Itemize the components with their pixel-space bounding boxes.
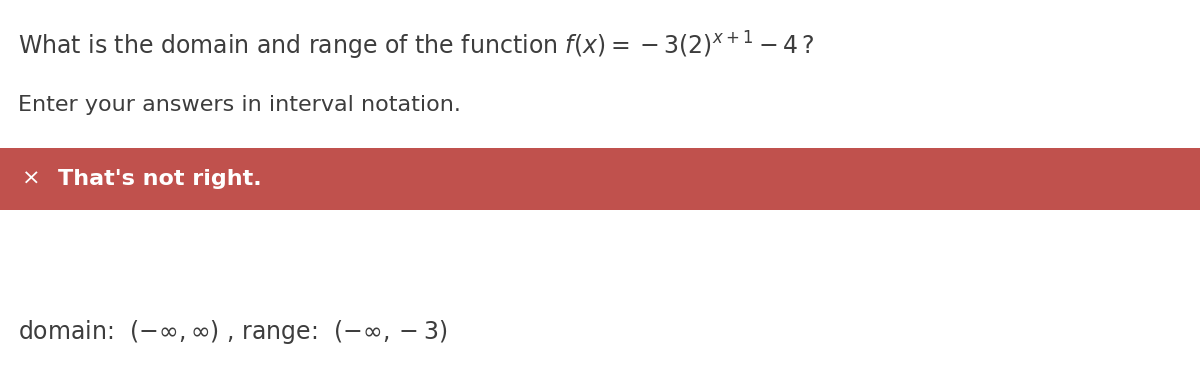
Text: What is the domain and range of the function $f(x) = -3(2)^{x+1} - 4\,?$: What is the domain and range of the func… bbox=[18, 30, 815, 62]
Text: ×: × bbox=[22, 169, 41, 189]
Text: That's not right.: That's not right. bbox=[58, 169, 262, 189]
Text: domain:  $(-\infty, \infty)$ , range:  $(-\infty, -3)$: domain: $(-\infty, \infty)$ , range: $(-… bbox=[18, 318, 448, 346]
Text: Enter your answers in interval notation.: Enter your answers in interval notation. bbox=[18, 95, 461, 115]
Bar bbox=[0, 148, 1200, 210]
